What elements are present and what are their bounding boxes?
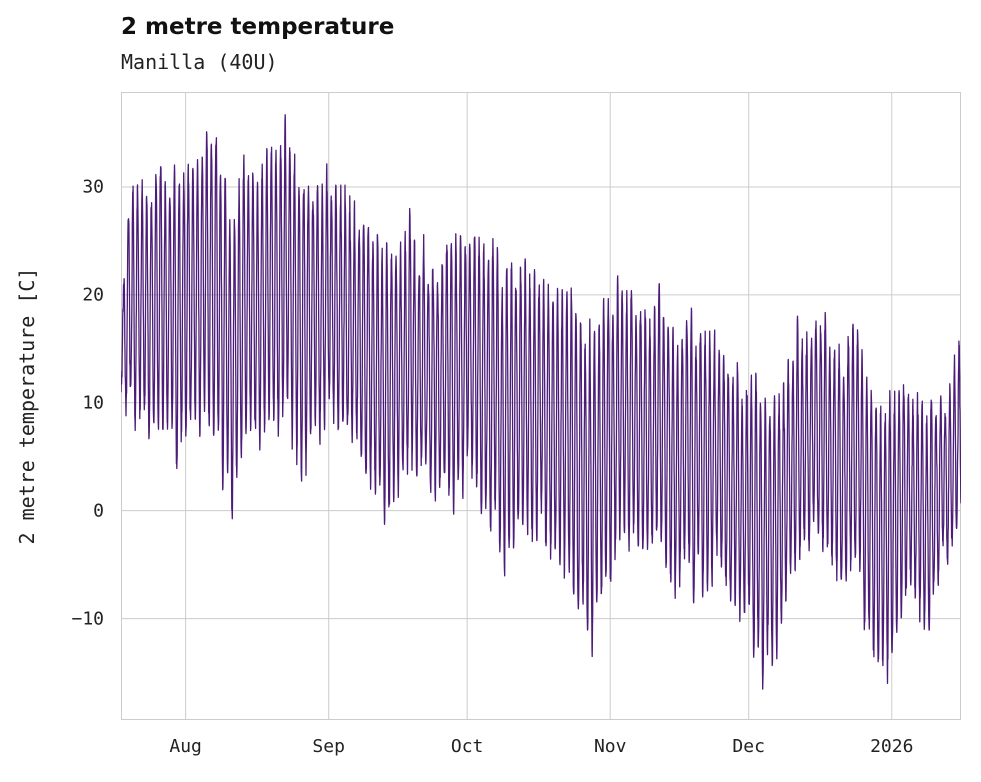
temperature-line-chart [121, 92, 961, 720]
x-tick-label: Aug [169, 736, 202, 757]
y-tick-label: 30 [82, 176, 104, 198]
y-tick-label: 20 [82, 284, 104, 306]
y-tick-label: 0 [93, 500, 104, 522]
x-tick-label: Sep [312, 736, 345, 757]
plot-area [121, 92, 961, 720]
x-tick-label: Oct [450, 736, 484, 757]
x-axis-tick-labels: Aug Sep Oct Nov Dec 2026 [121, 736, 961, 762]
y-axis-tick-labels: −10 0 10 20 30 [0, 92, 121, 720]
y-tick-label: −10 [71, 608, 104, 630]
y-tick-label: 10 [82, 392, 104, 414]
x-tick-label: Nov [593, 736, 627, 757]
x-tick-label: 2026 [870, 736, 914, 757]
chart-title: 2 metre temperature [121, 14, 395, 40]
temperature-series-line [121, 114, 961, 690]
plot-border [121, 92, 961, 720]
x-tick-label: Dec [732, 736, 765, 757]
chart-subtitle: Manilla (40U) [121, 50, 278, 74]
